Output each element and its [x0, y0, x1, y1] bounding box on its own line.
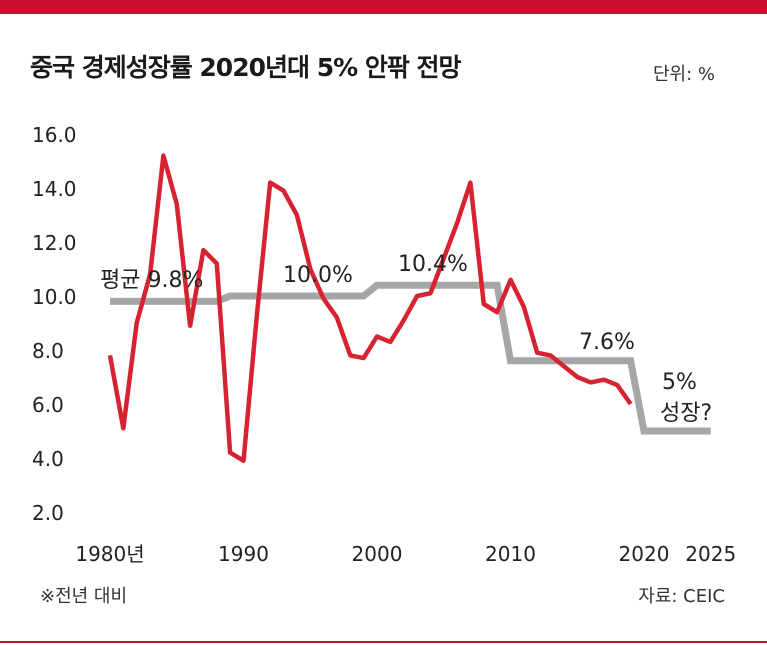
annotation-forecast-text: 성장? [660, 401, 712, 426]
x-tick-label: 2000 [352, 542, 403, 566]
y-tick-label: 4.0 [32, 447, 64, 471]
x-axis-ticks: 1980년 1990 2000 2010 2020 2025 [75, 542, 736, 566]
annotation-avg-2000s: 10.4% [398, 252, 468, 277]
series-lines [107, 153, 711, 463]
x-tick-label: 1980년 [75, 542, 144, 566]
y-tick-label: 8.0 [32, 339, 64, 363]
top-accent-bar [0, 0, 767, 14]
x-tick-label: 2020 [619, 542, 670, 566]
y-tick-label: 2.0 [32, 501, 64, 525]
bottom-accent-rule [0, 641, 767, 643]
footnote: ※전년 대비 [40, 586, 128, 607]
y-tick-label: 14.0 [32, 177, 77, 201]
annotations: 평균 9.8% 10.0% 10.4% 7.6% 5% 성장? [100, 252, 712, 426]
annotation-avg-2010s: 7.6% [579, 330, 635, 355]
average-growth-line [110, 281, 711, 435]
y-tick-label: 6.0 [32, 393, 64, 417]
annotation-forecast-value: 5% [662, 370, 697, 395]
unit-label: 단위: % [652, 64, 715, 85]
chart-title: 중국 경제성장률 2020년대 5% 안팎 전망 [30, 53, 462, 82]
y-tick-label: 12.0 [32, 231, 77, 255]
growth-rate-line [107, 153, 633, 463]
annotation-avg-1980s: 평균 9.8% [100, 268, 203, 293]
y-tick-label: 10.0 [32, 285, 77, 309]
x-tick-label: 2025 [685, 542, 736, 566]
annotation-avg-1990s: 10.0% [283, 263, 353, 288]
source-label: 자료: CEIC [638, 586, 725, 607]
y-tick-label: 16.0 [32, 123, 77, 147]
x-tick-label: 1990 [218, 542, 269, 566]
x-tick-label: 2010 [485, 542, 536, 566]
y-axis-ticks: 2.0 4.0 6.0 8.0 10.0 12.0 14.0 16.0 [32, 123, 77, 525]
